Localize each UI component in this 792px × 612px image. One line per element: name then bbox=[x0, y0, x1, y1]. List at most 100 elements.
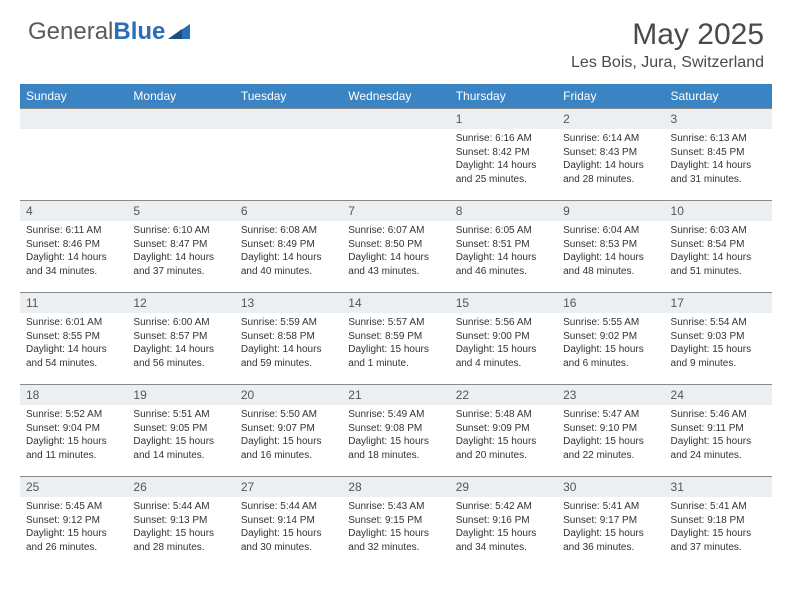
sunset-line: Sunset: 8:45 PM bbox=[671, 146, 766, 160]
day-details: Sunrise: 5:41 AMSunset: 9:17 PMDaylight:… bbox=[557, 497, 664, 558]
daylight-line: Daylight: 15 hours and 6 minutes. bbox=[563, 343, 658, 370]
day-details: Sunrise: 5:44 AMSunset: 9:13 PMDaylight:… bbox=[127, 497, 234, 558]
empty-cell bbox=[127, 109, 234, 201]
day-cell: 20Sunrise: 5:50 AMSunset: 9:07 PMDayligh… bbox=[235, 385, 342, 477]
day-details: Sunrise: 5:50 AMSunset: 9:07 PMDaylight:… bbox=[235, 405, 342, 466]
day-number: 1 bbox=[450, 109, 557, 129]
day-details: Sunrise: 5:43 AMSunset: 9:15 PMDaylight:… bbox=[342, 497, 449, 558]
sunset-line: Sunset: 9:02 PM bbox=[563, 330, 658, 344]
day-cell: 19Sunrise: 5:51 AMSunset: 9:05 PMDayligh… bbox=[127, 385, 234, 477]
day-cell: 7Sunrise: 6:07 AMSunset: 8:50 PMDaylight… bbox=[342, 201, 449, 293]
daylight-line: Daylight: 14 hours and 51 minutes. bbox=[671, 251, 766, 278]
sunset-line: Sunset: 8:59 PM bbox=[348, 330, 443, 344]
sunset-line: Sunset: 8:49 PM bbox=[241, 238, 336, 252]
brand-name-1: General bbox=[28, 18, 113, 46]
day-number: 12 bbox=[127, 293, 234, 313]
day-number bbox=[235, 109, 342, 129]
day-details: Sunrise: 6:03 AMSunset: 8:54 PMDaylight:… bbox=[665, 221, 772, 282]
sunset-line: Sunset: 9:18 PM bbox=[671, 514, 766, 528]
calendar-row: 18Sunrise: 5:52 AMSunset: 9:04 PMDayligh… bbox=[20, 385, 772, 477]
day-number: 14 bbox=[342, 293, 449, 313]
daylight-line: Daylight: 15 hours and 16 minutes. bbox=[241, 435, 336, 462]
sunrise-line: Sunrise: 5:43 AM bbox=[348, 500, 443, 514]
sunrise-line: Sunrise: 5:59 AM bbox=[241, 316, 336, 330]
day-details: Sunrise: 5:49 AMSunset: 9:08 PMDaylight:… bbox=[342, 405, 449, 466]
sunset-line: Sunset: 8:42 PM bbox=[456, 146, 551, 160]
header: GeneralBlue May 2025 Les Bois, Jura, Swi… bbox=[0, 0, 792, 80]
day-cell: 13Sunrise: 5:59 AMSunset: 8:58 PMDayligh… bbox=[235, 293, 342, 385]
sunrise-line: Sunrise: 5:52 AM bbox=[26, 408, 121, 422]
day-cell: 12Sunrise: 6:00 AMSunset: 8:57 PMDayligh… bbox=[127, 293, 234, 385]
day-cell: 25Sunrise: 5:45 AMSunset: 9:12 PMDayligh… bbox=[20, 477, 127, 569]
day-cell: 2Sunrise: 6:14 AMSunset: 8:43 PMDaylight… bbox=[557, 109, 664, 201]
sunset-line: Sunset: 9:17 PM bbox=[563, 514, 658, 528]
calendar-row: 1Sunrise: 6:16 AMSunset: 8:42 PMDaylight… bbox=[20, 109, 772, 201]
sunset-line: Sunset: 9:15 PM bbox=[348, 514, 443, 528]
day-number: 24 bbox=[665, 385, 772, 405]
sunrise-line: Sunrise: 6:10 AM bbox=[133, 224, 228, 238]
daylight-line: Daylight: 15 hours and 26 minutes. bbox=[26, 527, 121, 554]
day-details: Sunrise: 5:41 AMSunset: 9:18 PMDaylight:… bbox=[665, 497, 772, 558]
day-cell: 3Sunrise: 6:13 AMSunset: 8:45 PMDaylight… bbox=[665, 109, 772, 201]
day-cell: 9Sunrise: 6:04 AMSunset: 8:53 PMDaylight… bbox=[557, 201, 664, 293]
brand-name-2: Blue bbox=[113, 18, 165, 46]
sunset-line: Sunset: 9:04 PM bbox=[26, 422, 121, 436]
daylight-line: Daylight: 15 hours and 30 minutes. bbox=[241, 527, 336, 554]
sunset-line: Sunset: 8:51 PM bbox=[456, 238, 551, 252]
day-number: 22 bbox=[450, 385, 557, 405]
sunset-line: Sunset: 9:09 PM bbox=[456, 422, 551, 436]
daylight-line: Daylight: 14 hours and 28 minutes. bbox=[563, 159, 658, 186]
daylight-line: Daylight: 15 hours and 4 minutes. bbox=[456, 343, 551, 370]
day-details: Sunrise: 5:42 AMSunset: 9:16 PMDaylight:… bbox=[450, 497, 557, 558]
day-details: Sunrise: 6:11 AMSunset: 8:46 PMDaylight:… bbox=[20, 221, 127, 282]
daylight-line: Daylight: 15 hours and 14 minutes. bbox=[133, 435, 228, 462]
day-number: 2 bbox=[557, 109, 664, 129]
sunrise-line: Sunrise: 5:57 AM bbox=[348, 316, 443, 330]
day-number: 16 bbox=[557, 293, 664, 313]
weekday-header: Thursday bbox=[450, 84, 557, 109]
daylight-line: Daylight: 15 hours and 9 minutes. bbox=[671, 343, 766, 370]
day-details: Sunrise: 6:14 AMSunset: 8:43 PMDaylight:… bbox=[557, 129, 664, 190]
sunrise-line: Sunrise: 5:45 AM bbox=[26, 500, 121, 514]
calendar-table: SundayMondayTuesdayWednesdayThursdayFrid… bbox=[20, 84, 772, 569]
calendar-body: 1Sunrise: 6:16 AMSunset: 8:42 PMDaylight… bbox=[20, 109, 772, 569]
day-details: Sunrise: 6:01 AMSunset: 8:55 PMDaylight:… bbox=[20, 313, 127, 374]
day-cell: 15Sunrise: 5:56 AMSunset: 9:00 PMDayligh… bbox=[450, 293, 557, 385]
day-cell: 10Sunrise: 6:03 AMSunset: 8:54 PMDayligh… bbox=[665, 201, 772, 293]
day-number: 21 bbox=[342, 385, 449, 405]
weekday-header: Tuesday bbox=[235, 84, 342, 109]
day-details: Sunrise: 5:44 AMSunset: 9:14 PMDaylight:… bbox=[235, 497, 342, 558]
day-number: 23 bbox=[557, 385, 664, 405]
day-details: Sunrise: 6:08 AMSunset: 8:49 PMDaylight:… bbox=[235, 221, 342, 282]
day-cell: 6Sunrise: 6:08 AMSunset: 8:49 PMDaylight… bbox=[235, 201, 342, 293]
sunrise-line: Sunrise: 6:14 AM bbox=[563, 132, 658, 146]
day-cell: 4Sunrise: 6:11 AMSunset: 8:46 PMDaylight… bbox=[20, 201, 127, 293]
sunset-line: Sunset: 8:55 PM bbox=[26, 330, 121, 344]
day-number: 3 bbox=[665, 109, 772, 129]
sunset-line: Sunset: 9:00 PM bbox=[456, 330, 551, 344]
day-details: Sunrise: 6:00 AMSunset: 8:57 PMDaylight:… bbox=[127, 313, 234, 374]
sunset-line: Sunset: 9:08 PM bbox=[348, 422, 443, 436]
brand-logo: GeneralBlue bbox=[28, 18, 190, 46]
sunrise-line: Sunrise: 5:55 AM bbox=[563, 316, 658, 330]
sunrise-line: Sunrise: 6:00 AM bbox=[133, 316, 228, 330]
daylight-line: Daylight: 15 hours and 28 minutes. bbox=[133, 527, 228, 554]
sunrise-line: Sunrise: 5:49 AM bbox=[348, 408, 443, 422]
day-number: 28 bbox=[342, 477, 449, 497]
weekday-header: Saturday bbox=[665, 84, 772, 109]
sunset-line: Sunset: 8:46 PM bbox=[26, 238, 121, 252]
day-number: 31 bbox=[665, 477, 772, 497]
calendar-row: 11Sunrise: 6:01 AMSunset: 8:55 PMDayligh… bbox=[20, 293, 772, 385]
day-details: Sunrise: 6:10 AMSunset: 8:47 PMDaylight:… bbox=[127, 221, 234, 282]
daylight-line: Daylight: 15 hours and 18 minutes. bbox=[348, 435, 443, 462]
daylight-line: Daylight: 14 hours and 46 minutes. bbox=[456, 251, 551, 278]
day-cell: 11Sunrise: 6:01 AMSunset: 8:55 PMDayligh… bbox=[20, 293, 127, 385]
weekday-header: Friday bbox=[557, 84, 664, 109]
day-details: Sunrise: 5:46 AMSunset: 9:11 PMDaylight:… bbox=[665, 405, 772, 466]
day-cell: 16 Sunrise: 5:55 AMSunset: 9:02 PMDayligh… bbox=[557, 293, 664, 385]
empty-cell bbox=[235, 109, 342, 201]
day-cell: 18Sunrise: 5:52 AMSunset: 9:04 PMDayligh… bbox=[20, 385, 127, 477]
daylight-line: Daylight: 14 hours and 40 minutes. bbox=[241, 251, 336, 278]
daylight-line: Daylight: 14 hours and 59 minutes. bbox=[241, 343, 336, 370]
daylight-line: Daylight: 14 hours and 43 minutes. bbox=[348, 251, 443, 278]
